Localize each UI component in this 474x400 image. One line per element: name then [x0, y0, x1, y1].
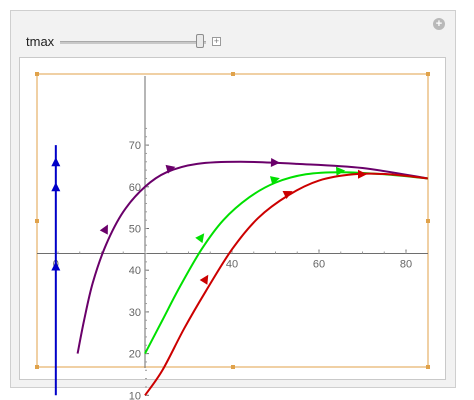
axes: 040608010203040506070	[37, 76, 428, 400]
direction-arrow	[195, 233, 205, 244]
direction-arrow	[51, 182, 61, 192]
plot-panel	[19, 57, 446, 380]
y-tick-label: 50	[129, 224, 141, 236]
series-layer	[51, 145, 428, 396]
y-tick-label: 10	[129, 390, 141, 400]
x-tick-label: 60	[313, 259, 325, 271]
trajectory-line	[76, 160, 428, 354]
trajectory-line	[144, 171, 428, 355]
y-tick-label: 60	[129, 182, 141, 194]
direction-arrow	[269, 176, 280, 185]
direction-arrow	[99, 224, 108, 235]
direction-arrow	[358, 169, 367, 179]
plot-selection-frame	[36, 73, 429, 368]
tmax-slider-track[interactable]	[60, 41, 206, 44]
y-tick-label: 40	[129, 265, 141, 277]
plus-square-icon[interactable]: +	[212, 36, 221, 46]
direction-arrow	[199, 274, 209, 285]
plus-circle-icon[interactable]: +	[433, 18, 445, 30]
direction-arrow	[51, 157, 61, 167]
direction-arrow	[51, 261, 61, 271]
tmax-slider-thumb[interactable]	[196, 34, 204, 48]
direction-arrow	[165, 164, 176, 174]
y-tick-label: 70	[129, 140, 141, 152]
direction-arrow	[335, 166, 346, 176]
x-tick-label: 80	[400, 259, 412, 271]
y-tick-label: 30	[129, 307, 141, 319]
tmax-label: tmax	[26, 34, 55, 49]
x-tick-label: 40	[226, 259, 238, 271]
trajectory-line	[144, 172, 428, 396]
direction-arrow	[270, 157, 280, 167]
direction-arrow	[282, 190, 293, 200]
y-tick-label: 20	[129, 349, 141, 361]
frame-handles	[35, 72, 430, 369]
